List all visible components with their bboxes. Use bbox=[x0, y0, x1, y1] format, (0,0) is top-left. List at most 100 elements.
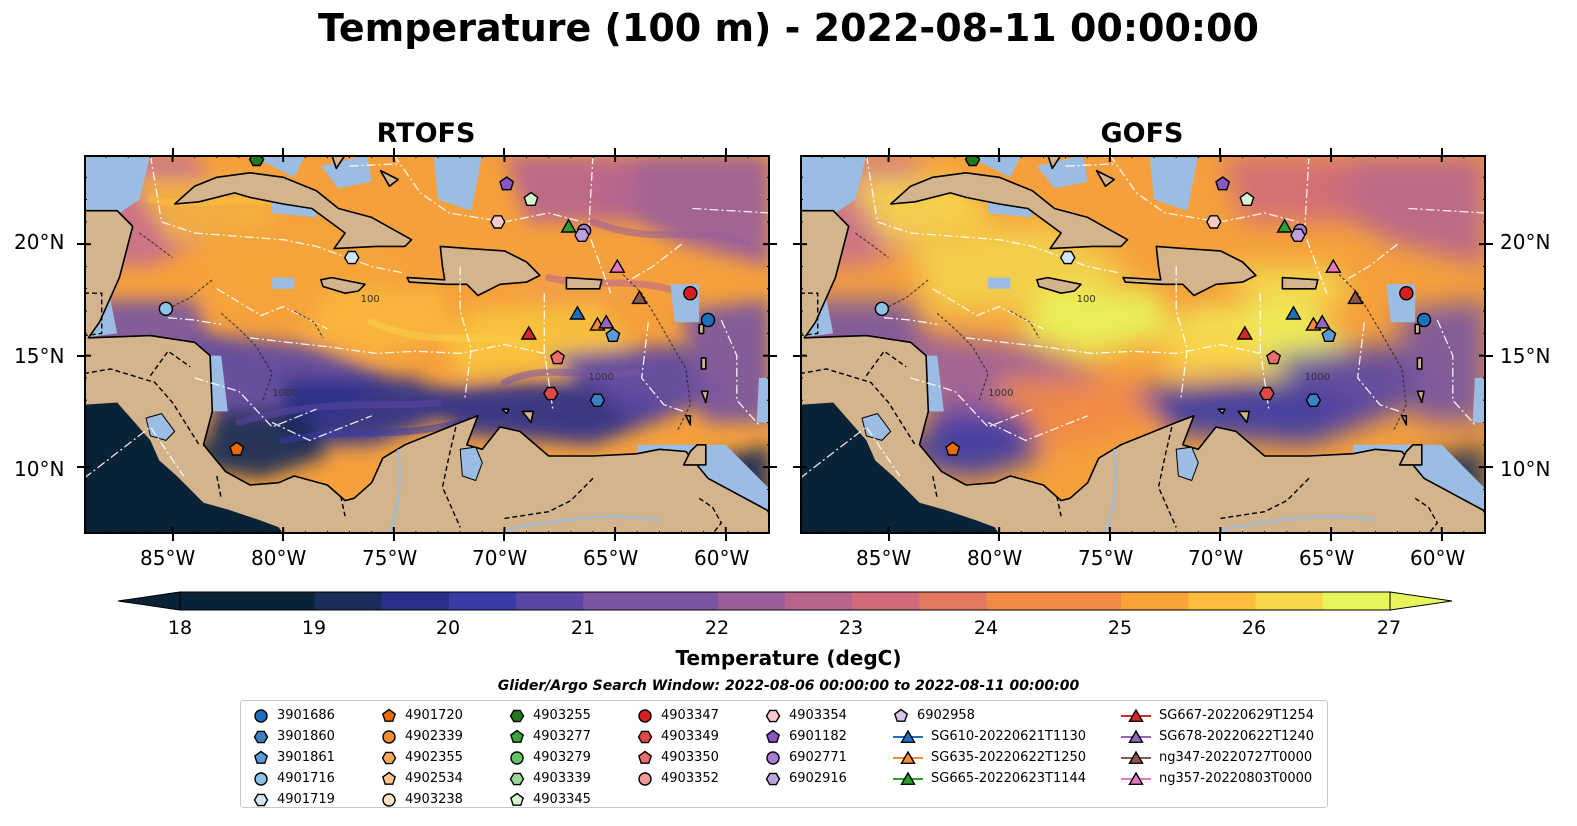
obs-marker-4901716[interactable] bbox=[874, 301, 890, 317]
colorbar-tick: 25 bbox=[1107, 617, 1133, 639]
obs-marker-SG667-20220629T1254[interactable] bbox=[1236, 325, 1254, 340]
obs-marker-4903347[interactable] bbox=[683, 286, 698, 301]
lat-label: 15°N bbox=[14, 344, 65, 368]
legend-item: 4903352 bbox=[637, 768, 719, 789]
lon-label: 60°W bbox=[694, 546, 750, 570]
colorbar-tick: 26 bbox=[1241, 617, 1267, 639]
obs-marker-3901861[interactable] bbox=[605, 327, 621, 343]
legend-label: SG635-20220622T1250 bbox=[931, 750, 1087, 765]
triangle-marker-icon bbox=[1121, 771, 1151, 785]
obs-marker-4903349[interactable] bbox=[1259, 386, 1275, 401]
obs-marker-3901686[interactable] bbox=[1416, 312, 1432, 328]
obs-marker-4901720[interactable] bbox=[229, 441, 245, 456]
obs-marker-6901182[interactable] bbox=[1215, 176, 1231, 191]
legend-item: 4903347 bbox=[637, 705, 719, 726]
legend-label: 4903345 bbox=[533, 792, 591, 807]
legend-label: ng357-20220803T0000 bbox=[1159, 771, 1313, 786]
lon-label: 85°W bbox=[140, 546, 196, 570]
obs-marker-ng357-20220803T0000[interactable] bbox=[1325, 258, 1342, 273]
legend-label: 4901716 bbox=[277, 771, 335, 786]
legend-label: 6902771 bbox=[789, 750, 847, 765]
lon-label: 75°W bbox=[362, 546, 418, 570]
legend-label: 4903349 bbox=[661, 729, 719, 744]
obs-marker-4903350[interactable] bbox=[1266, 350, 1282, 365]
lon-label: 65°W bbox=[583, 546, 639, 570]
obs-marker-SG665-20220623T1144[interactable] bbox=[1276, 218, 1293, 233]
colorbar-segment bbox=[1255, 592, 1324, 610]
colorbar-tick: 19 bbox=[301, 617, 327, 639]
pentagon-marker-icon bbox=[509, 792, 525, 806]
hexagon-marker-icon bbox=[381, 751, 397, 764]
gofs-map[interactable]: 100 1000 1000 bbox=[800, 155, 1486, 534]
pentagon-marker-icon bbox=[893, 708, 909, 722]
obs-marker-ng357-20220803T0000[interactable] bbox=[609, 258, 626, 273]
lon-label: 75°W bbox=[1078, 546, 1134, 570]
lon-tick bbox=[614, 148, 617, 155]
colorbar-segment bbox=[986, 592, 1055, 610]
legend-label: 4903339 bbox=[533, 771, 591, 786]
obs-marker-3901686[interactable] bbox=[700, 312, 716, 328]
lat-label: 15°N bbox=[1500, 344, 1551, 368]
obs-marker-4903255[interactable] bbox=[248, 155, 265, 167]
colorbar-extend-min bbox=[117, 591, 181, 611]
legend-label: 4902534 bbox=[405, 771, 463, 786]
obs-marker-6902916[interactable] bbox=[574, 228, 590, 243]
colorbar-segment bbox=[852, 592, 920, 610]
obs-marker-6901182[interactable] bbox=[499, 176, 515, 191]
obs-marker-SG665-20220623T1144[interactable] bbox=[560, 218, 577, 233]
lon-tick bbox=[282, 148, 285, 155]
legend-item: 4903345 bbox=[509, 789, 591, 810]
colorbar-segment bbox=[448, 592, 517, 610]
obs-marker-3901860[interactable] bbox=[1305, 393, 1322, 408]
legend-label: SG678-20220622T1240 bbox=[1159, 729, 1315, 744]
obs-marker-4903354[interactable] bbox=[489, 215, 506, 229]
colorbar-segment bbox=[180, 592, 248, 610]
lon-tick bbox=[1219, 148, 1222, 155]
obs-marker-SG678-20220622T1240[interactable] bbox=[597, 314, 615, 329]
rtofs-map[interactable]: 100 1000 1000 bbox=[84, 155, 770, 534]
obs-marker-4903347[interactable] bbox=[1399, 286, 1414, 301]
obs-marker-4903349[interactable] bbox=[543, 386, 559, 401]
obs-marker-SG610-20220621T1130[interactable] bbox=[1285, 305, 1302, 320]
obs-marker-SG610-20220621T1130[interactable] bbox=[569, 305, 586, 320]
obs-marker-4903350[interactable] bbox=[550, 350, 566, 365]
colorbar-segment bbox=[1322, 592, 1391, 610]
lat-tick bbox=[77, 354, 84, 357]
lon-label: 80°W bbox=[251, 546, 307, 570]
legend-label: 3901860 bbox=[277, 729, 335, 744]
obs-marker-4901719[interactable] bbox=[343, 250, 360, 265]
rtofs-map-canvas: 100 1000 1000 bbox=[84, 155, 770, 534]
lon-label: 70°W bbox=[1188, 546, 1244, 570]
obs-marker-4903345[interactable] bbox=[523, 191, 539, 206]
obs-marker-ng347-20220727T0000[interactable] bbox=[1347, 289, 1364, 305]
circle-marker-icon bbox=[382, 729, 396, 744]
panel-title-gofs: GOFS bbox=[1100, 118, 1184, 149]
obs-marker-4901719[interactable] bbox=[1059, 250, 1076, 265]
obs-marker-3901861[interactable] bbox=[1321, 327, 1337, 343]
colorbar-segment bbox=[650, 592, 719, 610]
legend-label: 4903277 bbox=[533, 729, 591, 744]
legend-item: SG665-20220623T1144 bbox=[893, 768, 1086, 789]
legend-label: 4902355 bbox=[405, 750, 463, 765]
legend-item: 4902355 bbox=[381, 747, 463, 768]
lon-tick bbox=[1330, 148, 1333, 155]
triangle-marker-icon bbox=[1121, 729, 1151, 743]
legend-label: SG665-20220623T1144 bbox=[931, 771, 1087, 786]
obs-marker-6902916[interactable] bbox=[1290, 228, 1306, 243]
obs-marker-4903345[interactable] bbox=[1239, 191, 1255, 206]
legend-label: ng347-20220727T0000 bbox=[1159, 750, 1313, 765]
circle-marker-icon bbox=[766, 750, 780, 765]
obs-marker-4903354[interactable] bbox=[1205, 215, 1222, 229]
colorbar bbox=[117, 590, 1453, 612]
obs-marker-SG667-20220629T1254[interactable] bbox=[520, 325, 538, 340]
obs-marker-4903255[interactable] bbox=[964, 155, 981, 167]
obs-marker-ng347-20220727T0000[interactable] bbox=[631, 289, 648, 305]
obs-marker-4901720[interactable] bbox=[945, 441, 961, 456]
pentagon-marker-icon bbox=[765, 729, 781, 743]
legend-item: SG635-20220622T1250 bbox=[893, 747, 1086, 768]
obs-marker-SG678-20220622T1240[interactable] bbox=[1313, 314, 1331, 329]
legend-item: 3901861 bbox=[253, 747, 335, 768]
obs-marker-4901716[interactable] bbox=[158, 301, 174, 317]
triangle-marker-icon bbox=[893, 771, 923, 785]
obs-marker-3901860[interactable] bbox=[589, 393, 606, 408]
